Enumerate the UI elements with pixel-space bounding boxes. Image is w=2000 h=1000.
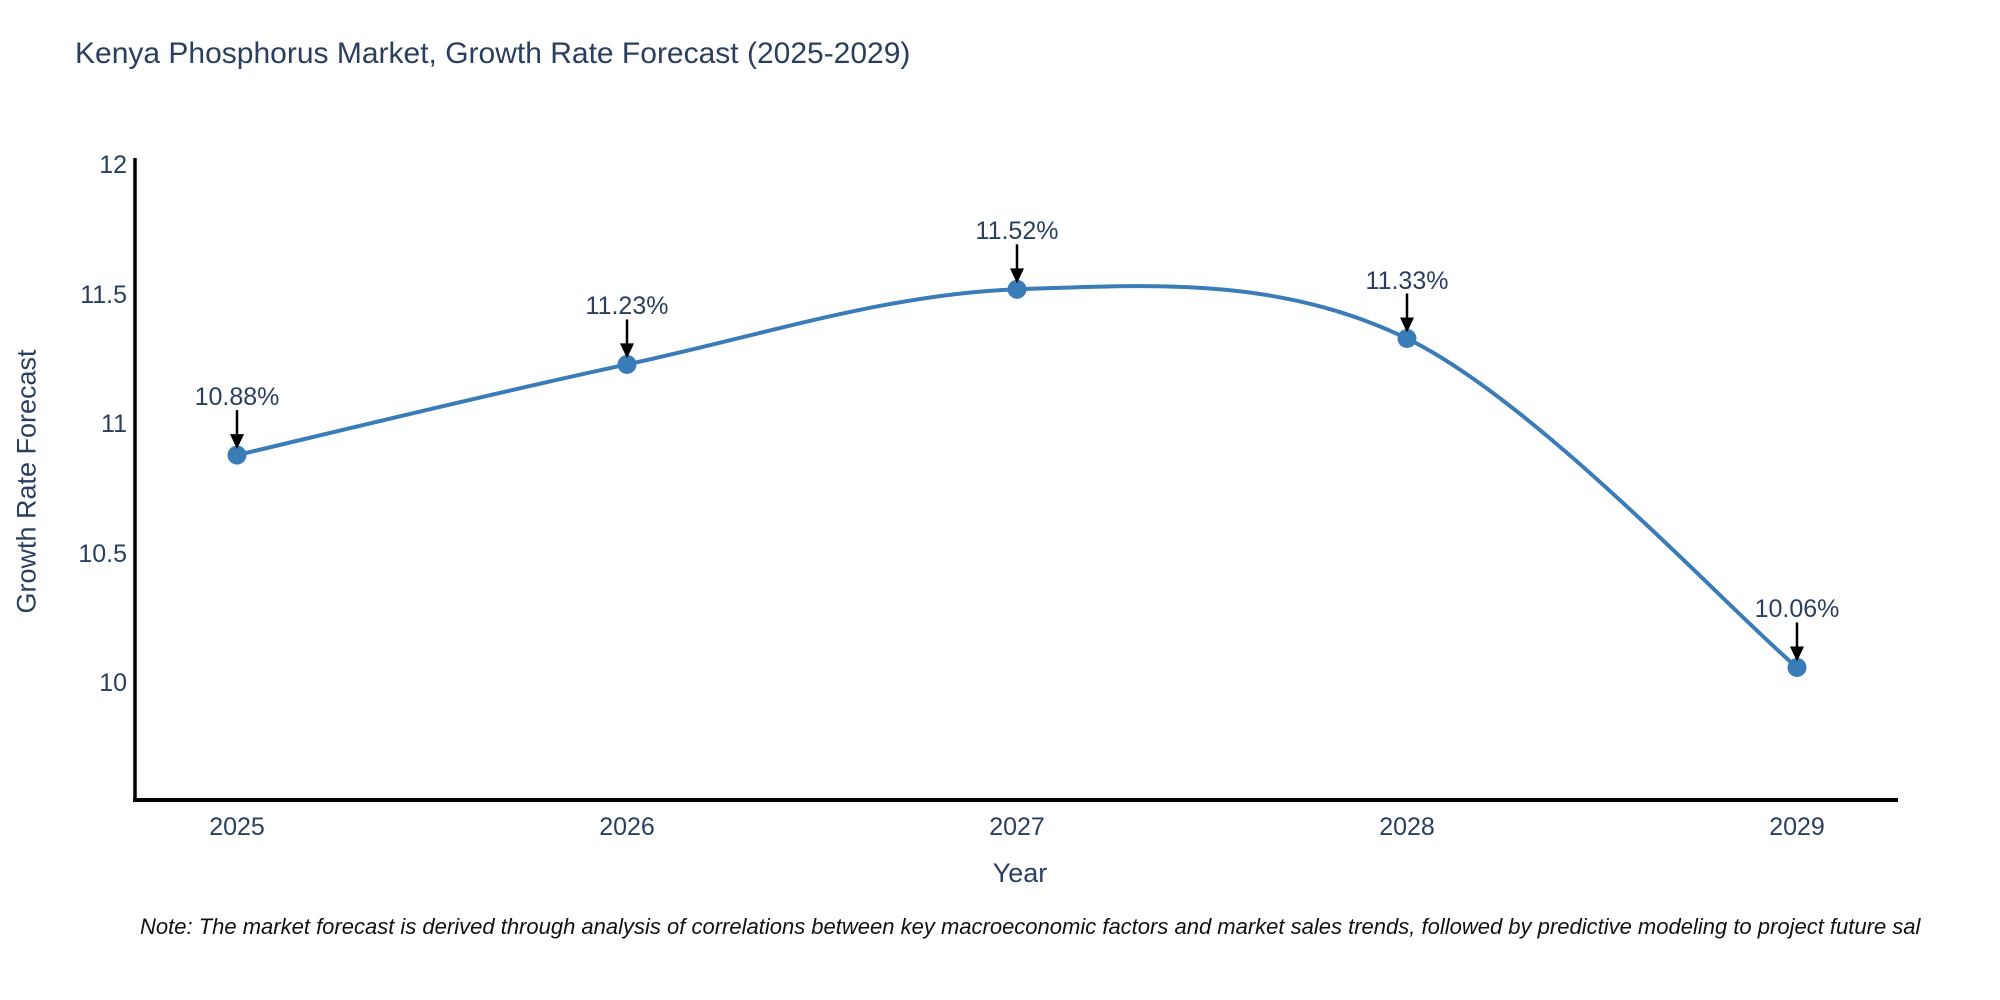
y-tick-label: 10.5 <box>78 539 127 568</box>
annotation-arrow-head <box>1790 646 1804 662</box>
data-point-label: 11.33% <box>1365 266 1449 295</box>
y-axis-title: Growth Rate Forecast <box>11 349 42 614</box>
chart-title: Kenya Phosphorus Market, Growth Rate For… <box>75 37 911 70</box>
x-tick-label: 2027 <box>989 813 1045 841</box>
data-point-marker <box>1007 279 1027 299</box>
data-point-marker <box>227 445 247 465</box>
y-tick-label: 12 <box>99 151 127 179</box>
data-point-label: 11.52% <box>975 217 1059 246</box>
data-point-label: 11.23% <box>585 292 669 321</box>
x-tick-label: 2029 <box>1769 813 1825 841</box>
y-tick-label: 10 <box>99 669 127 697</box>
y-tick-label: 11 <box>101 410 127 438</box>
data-point-marker <box>1397 329 1417 349</box>
data-point-marker <box>617 354 637 374</box>
data-point-label: 10.06% <box>1754 595 1840 624</box>
growth-rate-line <box>235 284 1799 670</box>
x-tick-label: 2028 <box>1379 813 1435 841</box>
annotation-arrow-head <box>1010 268 1024 284</box>
y-tick-label: 11.5 <box>80 280 127 309</box>
annotation-arrow-head <box>1400 317 1414 333</box>
data-point-label: 10.88% <box>194 383 280 412</box>
x-tick-label: 2026 <box>599 813 655 841</box>
chart-footnote: Note: The market forecast is derived thr… <box>140 914 1921 939</box>
x-axis-title: Year <box>992 858 1048 888</box>
annotation-arrow-head <box>230 434 244 450</box>
data-point-marker <box>1787 657 1807 677</box>
annotation-arrow-head <box>620 343 634 359</box>
x-tick-label: 2025 <box>209 813 265 841</box>
